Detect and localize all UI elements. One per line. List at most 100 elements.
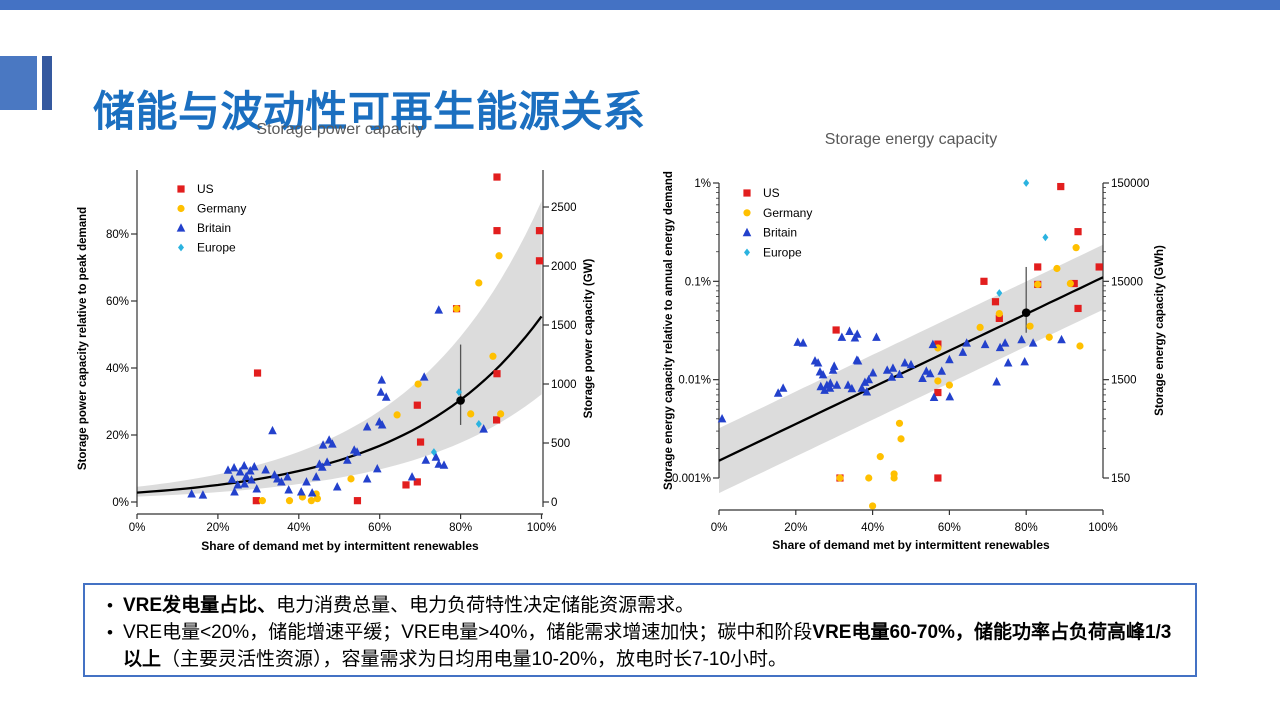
trend-line bbox=[718, 276, 1104, 462]
series-britain bbox=[187, 305, 488, 499]
data-point bbox=[452, 305, 461, 313]
x-tick-label: 100% bbox=[1088, 522, 1117, 534]
data-point bbox=[1000, 338, 1010, 347]
data-point bbox=[277, 477, 286, 486]
top-accent-bar bbox=[0, 0, 1280, 10]
data-point bbox=[421, 455, 431, 464]
title-accent-square bbox=[0, 56, 37, 110]
data-point bbox=[230, 487, 239, 496]
data-point bbox=[996, 289, 1003, 297]
data-point bbox=[743, 209, 751, 217]
storage-power-capacity-chart: 0% 20% 40% 60% 80% 100% 0% 20% 40% 60% 80% 0 500 1000… bbox=[77, 121, 595, 553]
x-tick-label: 80% bbox=[449, 522, 472, 534]
data-point bbox=[353, 497, 362, 505]
data-point bbox=[493, 173, 501, 181]
data-point bbox=[497, 410, 505, 418]
data-point bbox=[362, 474, 372, 483]
data-point bbox=[198, 490, 208, 499]
data-point bbox=[793, 337, 803, 346]
data-point bbox=[962, 338, 971, 347]
x-tick-label: 20% bbox=[784, 522, 807, 534]
data-point bbox=[864, 374, 874, 384]
data-point bbox=[900, 358, 910, 367]
y-tick-label: 0.001% bbox=[672, 473, 711, 485]
data-point bbox=[928, 339, 938, 349]
data-point bbox=[958, 347, 968, 356]
legend-label: Europe bbox=[197, 241, 236, 255]
data-point bbox=[895, 419, 904, 427]
data-point bbox=[832, 326, 840, 334]
data-point bbox=[328, 439, 337, 448]
note-bullet-item: • VRE电量<20%，储能增速平缓；VRE电量>40%，储能需求增速加快；碳中和… bbox=[97, 619, 1179, 673]
data-point bbox=[352, 447, 362, 456]
data-point bbox=[742, 227, 752, 237]
series-europe bbox=[430, 388, 482, 456]
data-point bbox=[857, 383, 867, 392]
note-text-segment: VRE电量<20%，储能增速平缓；VRE电量>40%，储能需求增速加快；碳中和阶… bbox=[123, 622, 813, 643]
y-tick-label: 0.01% bbox=[678, 375, 711, 387]
data-point bbox=[816, 381, 826, 391]
fit-point bbox=[456, 396, 465, 405]
data-point bbox=[853, 356, 863, 365]
data-point bbox=[744, 248, 750, 257]
data-point bbox=[229, 463, 239, 472]
data-point bbox=[826, 378, 835, 387]
data-point bbox=[1072, 244, 1080, 252]
data-point bbox=[887, 372, 897, 381]
legend: US Germany Britain Europe bbox=[176, 182, 246, 255]
data-point bbox=[296, 487, 306, 496]
data-point bbox=[407, 472, 417, 481]
data-point bbox=[1034, 263, 1042, 271]
data-point bbox=[187, 489, 196, 498]
data-point bbox=[945, 391, 955, 401]
y-tick-label: 20% bbox=[106, 430, 129, 442]
data-point bbox=[895, 369, 904, 379]
key-findings-box: • VRE发电量占比、电力消费总量、电力负荷特性决定储能资源需求。 • VRE电量<2… bbox=[83, 583, 1197, 677]
x-axis-label: Share of demand met by intermittent rene… bbox=[772, 538, 1050, 552]
data-point bbox=[233, 480, 243, 489]
data-point bbox=[929, 392, 939, 402]
data-point bbox=[991, 298, 1000, 306]
data-point bbox=[836, 474, 844, 482]
data-point bbox=[493, 227, 501, 235]
y-axis-label-right: Storage power capacity (GW) bbox=[583, 258, 595, 418]
y-tick-label: 1000 bbox=[551, 379, 577, 391]
data-point bbox=[247, 475, 256, 484]
data-point bbox=[322, 457, 332, 466]
y-tick-label: 0 bbox=[551, 497, 557, 509]
data-point bbox=[318, 440, 328, 449]
data-point bbox=[1028, 338, 1038, 347]
data-point bbox=[945, 381, 954, 389]
data-point bbox=[535, 227, 544, 235]
data-point bbox=[798, 338, 808, 347]
y-tick-label: 0.1% bbox=[685, 276, 711, 288]
data-point bbox=[430, 448, 437, 456]
data-point bbox=[493, 370, 501, 378]
data-point bbox=[419, 372, 429, 381]
note-text: VRE发电量占比、电力消费总量、电力负荷特性决定储能资源需求。 bbox=[123, 592, 1179, 619]
data-point bbox=[416, 438, 425, 446]
fit-point bbox=[1021, 308, 1031, 317]
page-title: 储能与波动性可再生能源关系 bbox=[93, 88, 646, 136]
x-tick-label: 60% bbox=[368, 522, 391, 534]
data-point bbox=[860, 377, 870, 386]
data-point bbox=[934, 340, 942, 348]
data-point bbox=[868, 368, 878, 377]
x-tick-label: 40% bbox=[861, 522, 884, 534]
legend-label: US bbox=[763, 186, 780, 200]
data-point bbox=[1042, 233, 1049, 242]
trend-line bbox=[136, 315, 543, 494]
data-point bbox=[934, 377, 942, 385]
data-point bbox=[252, 484, 262, 493]
data-point bbox=[302, 477, 311, 486]
data-point bbox=[311, 472, 321, 481]
data-point bbox=[223, 465, 233, 474]
y-tick-label: 150 bbox=[1111, 473, 1130, 485]
x-tick-label: 100% bbox=[527, 522, 556, 534]
series-germany bbox=[258, 252, 505, 505]
data-point bbox=[475, 420, 482, 428]
data-point bbox=[434, 305, 444, 314]
data-point bbox=[976, 323, 984, 332]
